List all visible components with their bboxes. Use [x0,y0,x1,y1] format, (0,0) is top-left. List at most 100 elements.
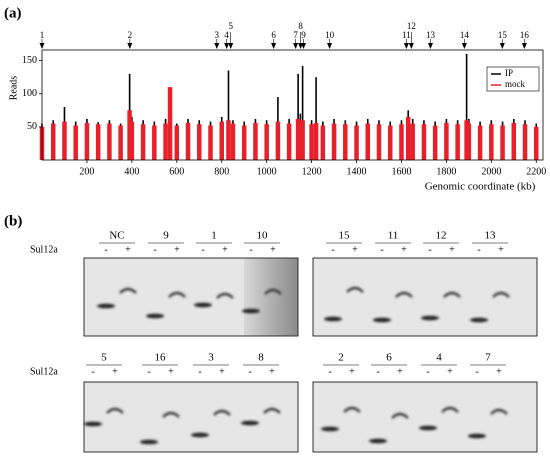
gel-band [97,303,115,309]
plus-label: + [449,244,455,255]
gel-band [321,426,339,432]
legend-box [486,66,540,92]
plus-label: + [397,366,403,377]
minus-label: - [201,244,204,255]
y-tick-label: 150 [22,55,37,66]
y-tick-label: 50 [27,121,37,132]
gel-band [119,287,137,294]
plus-label: + [269,366,275,377]
plus-label: + [112,366,118,377]
gel-band [168,291,186,298]
gel-band [213,409,231,416]
minus-label: - [380,244,383,255]
minus-label: - [331,244,334,255]
gel-band [346,286,364,293]
minus-label: - [248,366,251,377]
gel-band [194,302,212,308]
gel-band [373,317,391,323]
lane-label: 15 [339,230,351,242]
x-tick-label: 1200 [302,166,322,177]
plus-label: + [270,244,276,255]
marker-label: 9 [301,30,306,40]
gel-band [106,407,124,414]
minus-label: - [328,366,331,377]
lane-label: 8 [258,352,264,364]
plus-label: + [174,244,180,255]
marker-label: 12 [407,21,416,31]
plus-label: + [168,366,174,377]
marker-label: 10 [325,30,335,40]
minus-label: - [249,244,252,255]
gel-image [312,257,538,337]
minus-label: - [104,244,107,255]
marker-arrow [521,43,527,49]
minus-label: - [198,366,201,377]
plus-label: + [401,244,407,255]
marker-label: 2 [128,30,133,40]
lane-label: 11 [388,230,399,242]
panel-label: (b) [4,213,22,229]
condition-label: Sul12a [30,244,58,255]
plot-area [39,53,539,160]
plus-label: + [219,366,225,377]
marker-label: 4 [224,30,229,40]
marker-label: 1 [40,30,45,40]
gel-band [84,421,102,427]
lane-label: 4 [436,352,442,364]
plus-label: + [498,244,504,255]
condition-label: Sul12a [30,366,58,377]
marker-arrow [327,43,333,49]
plot-frame [41,49,544,161]
gel-band [441,406,459,413]
minus-label: - [91,366,94,377]
marker-arrow [301,43,307,49]
gel-band [470,317,488,323]
x-tick-label: 2200 [526,166,546,177]
marker-arrow [461,43,467,49]
lane-label: 3 [208,352,214,364]
gel-band [242,308,260,314]
marker-label: 16 [520,30,530,40]
lane-label: 9 [163,230,169,242]
gel-band [492,291,510,298]
minus-label: - [477,244,480,255]
minus-label: - [376,366,379,377]
lane-label: 7 [485,352,491,364]
minus-label: - [147,366,150,377]
gel-band [391,412,409,419]
lane-label: 1 [211,230,217,242]
marker-label: 14 [460,30,470,40]
marker-arrow [271,43,277,49]
gel-band [146,313,164,319]
minus-label: - [426,366,429,377]
gel-band [191,432,209,438]
marker-arrow [427,43,433,49]
marker-arrow [499,43,505,49]
marker-arrow [214,43,220,49]
gel-image [83,381,299,453]
marker-label: 8 [298,21,303,31]
marker-arrow [293,43,299,49]
gel-band [241,420,259,426]
minus-label: - [153,244,156,255]
gel-shade [244,258,298,336]
marker-label: 7 [293,30,298,40]
plus-label: + [352,244,358,255]
gel-band [443,291,461,298]
panel-label: (a) [4,5,22,21]
gel-band [343,406,361,413]
lane-label: 16 [155,352,167,364]
plus-label: + [447,366,453,377]
marker-label: 15 [498,30,508,40]
x-tick-label: 2000 [481,166,501,177]
marker-arrow [403,43,409,49]
plus-label: + [349,366,355,377]
lane-label: 6 [386,352,392,364]
marker-arrow [408,43,414,49]
gel-image [312,381,538,453]
x-tick-label: 200 [79,166,94,177]
marker-label: 6 [271,30,276,40]
gel-band [421,315,439,321]
minus-label: - [475,366,478,377]
